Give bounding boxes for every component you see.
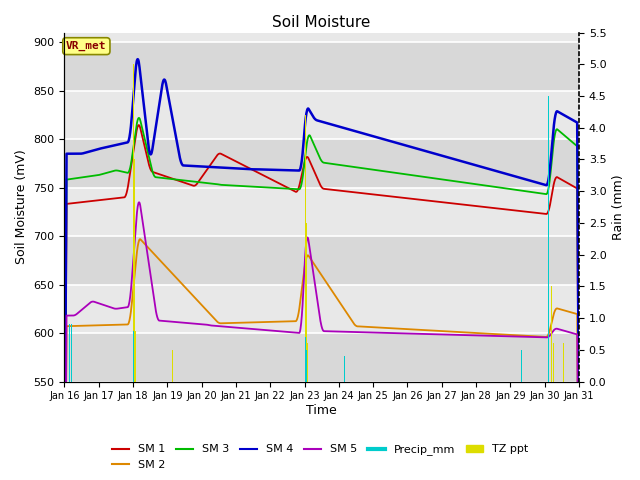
Bar	[65, 188, 579, 236]
Bar	[65, 42, 579, 91]
Title: Soil Moisture: Soil Moisture	[273, 15, 371, 30]
Bar	[65, 333, 579, 382]
Bar	[65, 139, 579, 188]
Y-axis label: Soil Moisture (mV): Soil Moisture (mV)	[15, 150, 28, 264]
Bar	[65, 91, 579, 139]
Bar	[65, 285, 579, 333]
Bar	[65, 236, 579, 285]
Y-axis label: Rain (mm): Rain (mm)	[612, 174, 625, 240]
Text: VR_met: VR_met	[66, 41, 107, 51]
X-axis label: Time: Time	[307, 404, 337, 417]
Legend: SM 1, SM 2, SM 3, SM 4, SM 5, Precip_mm, TZ ppt: SM 1, SM 2, SM 3, SM 4, SM 5, Precip_mm,…	[108, 440, 532, 474]
